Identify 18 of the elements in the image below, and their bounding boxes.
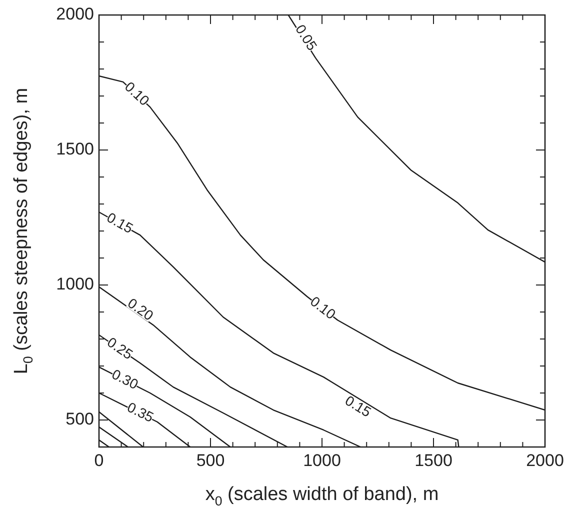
annotation: 0.20 bbox=[124, 294, 157, 324]
x-tick-label: 2000 bbox=[526, 451, 564, 470]
annotation: 0.25 bbox=[104, 334, 136, 362]
annotation: 0.15 bbox=[342, 392, 374, 420]
x-tick-label: 500 bbox=[196, 451, 225, 470]
y-tick-label: 2000 bbox=[56, 4, 94, 24]
y-tick-label: 500 bbox=[66, 410, 94, 429]
annotation: 0.30 bbox=[109, 366, 142, 392]
annotation: 0.10 bbox=[307, 292, 339, 322]
y-tick-label: 1500 bbox=[56, 140, 94, 159]
x-tick-label: 0 bbox=[94, 451, 104, 470]
x-tick-label: 1500 bbox=[414, 451, 452, 470]
annotation: 0.35 bbox=[124, 398, 156, 426]
annotation: 0.10 bbox=[122, 78, 153, 109]
annotation: 0.15 bbox=[104, 209, 136, 236]
y-axis-title: L0 (scales steepness of edges), m bbox=[11, 88, 36, 374]
y-tick-label: 1000 bbox=[56, 274, 94, 294]
x-tick-label: 1000 bbox=[303, 451, 341, 470]
